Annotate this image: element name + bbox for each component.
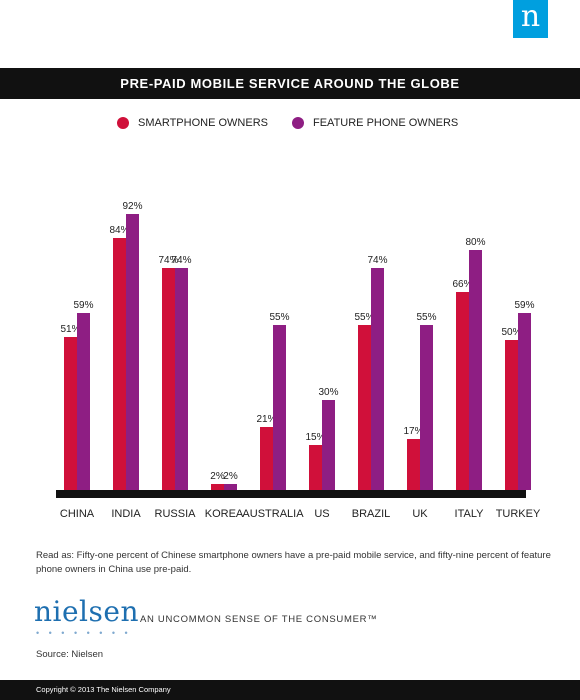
data-label-smartphone: 84% [109, 225, 129, 236]
chart-title: PRE-PAID MOBILE SERVICE AROUND THE GLOBE [0, 68, 580, 99]
data-label-smartphone: 17% [403, 426, 423, 437]
bar-smartphone [64, 337, 77, 490]
x-tick-label: RUSSIA [155, 508, 197, 520]
chart-legend: SMARTPHONE OWNERS FEATURE PHONE OWNERS [0, 117, 580, 135]
data-label-feature-phone: 92% [122, 201, 142, 212]
x-tick-label: ITALY [455, 508, 485, 520]
bar-feature-phone [420, 325, 433, 490]
bar-chart: 51%59%CHINA84%92%INDIA74%74%RUSSIA2%2%KO… [56, 201, 541, 520]
bar-smartphone [309, 445, 322, 490]
x-tick-label: CHINA [60, 508, 95, 520]
legend-item-smartphone: SMARTPHONE OWNERS [117, 117, 268, 129]
bar-feature-phone [371, 268, 384, 490]
bar-feature-phone [322, 400, 335, 490]
data-label-feature-phone: 74% [367, 255, 387, 266]
legend-item-feature-phone: FEATURE PHONE OWNERS [292, 117, 458, 129]
bar-feature-phone [273, 325, 286, 490]
bar-smartphone [456, 292, 469, 490]
copyright-footer: Copyright © 2013 The Nielsen Company [0, 680, 580, 700]
data-label-smartphone: 21% [256, 414, 276, 425]
bar-feature-phone [518, 313, 531, 490]
bar-smartphone [162, 268, 175, 490]
x-tick-label: KOREA [205, 508, 244, 520]
nielsen-logo-icon: n [513, 0, 548, 38]
data-label-smartphone: 66% [452, 279, 472, 290]
data-label-feature-phone: 59% [514, 300, 534, 311]
wordmark-dots: • • • • • • • • [36, 628, 132, 638]
data-label-smartphone: 74% [158, 255, 178, 266]
data-label-smartphone: 55% [354, 312, 374, 323]
source-note: Source: Nielsen [36, 649, 104, 660]
x-tick-label: AUSTRALIA [242, 508, 304, 520]
data-label-feature-phone: 74% [171, 255, 191, 266]
bar-smartphone [358, 325, 371, 490]
data-label-feature-phone: 80% [465, 237, 485, 248]
x-axis-bar [56, 490, 526, 498]
x-tick-label: UK [412, 508, 428, 520]
data-label-smartphone: 51% [60, 324, 80, 335]
x-tick-label: BRAZIL [352, 508, 391, 520]
bar-smartphone [260, 427, 273, 490]
bar-feature-phone [77, 313, 90, 490]
bar-feature-phone [175, 268, 188, 490]
data-label-smartphone: 50% [501, 327, 521, 338]
legend-label-smartphone: SMARTPHONE OWNERS [138, 117, 268, 129]
legend-swatch-smartphone [117, 117, 129, 129]
bar-smartphone [113, 238, 126, 490]
bar-smartphone [505, 340, 518, 490]
nielsen-wordmark: nielsen [34, 595, 139, 628]
data-label-smartphone: 2% [210, 471, 225, 482]
bar-smartphone [407, 439, 420, 490]
data-label-feature-phone: 59% [73, 300, 93, 311]
bar-feature-phone [469, 250, 482, 490]
x-tick-label: US [314, 508, 329, 520]
bar-feature-phone [224, 484, 237, 490]
legend-label-feature-phone: FEATURE PHONE OWNERS [313, 117, 459, 129]
bar-smartphone [211, 484, 224, 490]
x-tick-label: TURKEY [496, 508, 541, 520]
data-label-feature-phone: 2% [223, 471, 238, 482]
legend-swatch-feature-phone [292, 117, 304, 129]
data-label-feature-phone: 55% [269, 312, 289, 323]
data-label-feature-phone: 55% [416, 312, 436, 323]
read-as-note: Read as: Fifty-one percent of Chinese sm… [36, 550, 551, 575]
brand-tagline: AN UNCOMMON SENSE OF THE CONSUMER™ [140, 614, 378, 625]
x-tick-label: INDIA [111, 508, 141, 520]
data-label-feature-phone: 30% [318, 387, 338, 398]
bar-feature-phone [126, 214, 139, 490]
data-label-smartphone: 15% [305, 432, 325, 443]
